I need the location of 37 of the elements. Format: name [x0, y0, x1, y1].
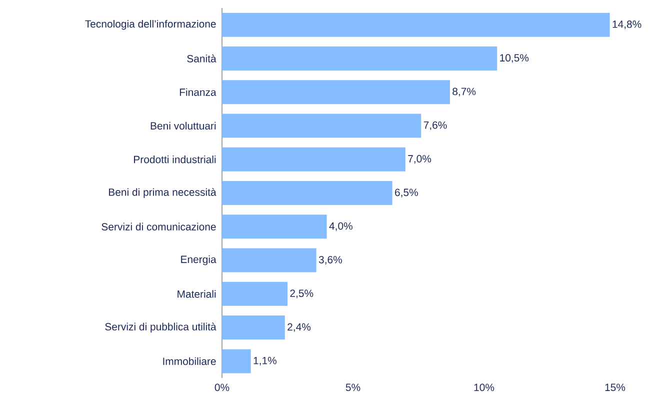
y-tick-label: Servizi di pubblica utilità — [105, 322, 216, 332]
y-tick-label: Beni voluttuari — [150, 122, 216, 130]
y-tick-label: Finanza — [180, 88, 216, 96]
data-label: 6,5% — [395, 188, 418, 198]
bar — [222, 147, 406, 172]
bar — [222, 114, 422, 138]
x-tick-label: 0% — [214, 384, 230, 392]
y-tick-label: Sanità — [187, 54, 216, 62]
bar — [222, 248, 316, 272]
bar — [222, 214, 327, 239]
y-tick-label: Energia — [181, 255, 216, 266]
data-label: 7,6% — [424, 121, 447, 130]
bar — [222, 282, 288, 306]
data-label: 3,6% — [318, 256, 342, 265]
data-label: 4,0% — [329, 222, 352, 231]
y-tick-label: Beni di prima necessità — [109, 188, 216, 198]
data-label: 1,1% — [254, 356, 276, 366]
bar — [222, 12, 610, 37]
x-tick-label: 15% — [605, 384, 626, 392]
data-label: 7,0% — [408, 155, 432, 164]
data-label: 2,4% — [288, 323, 311, 332]
x-tick-label: 10% — [474, 384, 494, 392]
data-label: 10,5% — [500, 54, 529, 63]
y-tick-label: Prodotti industriali — [134, 156, 216, 164]
bar — [222, 46, 498, 70]
bar — [222, 316, 285, 340]
bar — [222, 80, 450, 104]
data-label: 14,8% — [612, 20, 642, 30]
y-tick-label: Immobiliare — [163, 357, 216, 366]
x-tick-label: 5% — [346, 384, 360, 392]
y-tick-label: Materiali — [178, 290, 216, 298]
bar — [222, 349, 251, 374]
bar — [222, 181, 392, 206]
data-label: 8,7% — [452, 88, 476, 96]
y-tick-label: Tecnologia dell’informazione — [85, 20, 216, 30]
y-tick-label: Servizi di comunicazione — [102, 222, 216, 230]
data-label: 2,5% — [290, 290, 314, 298]
